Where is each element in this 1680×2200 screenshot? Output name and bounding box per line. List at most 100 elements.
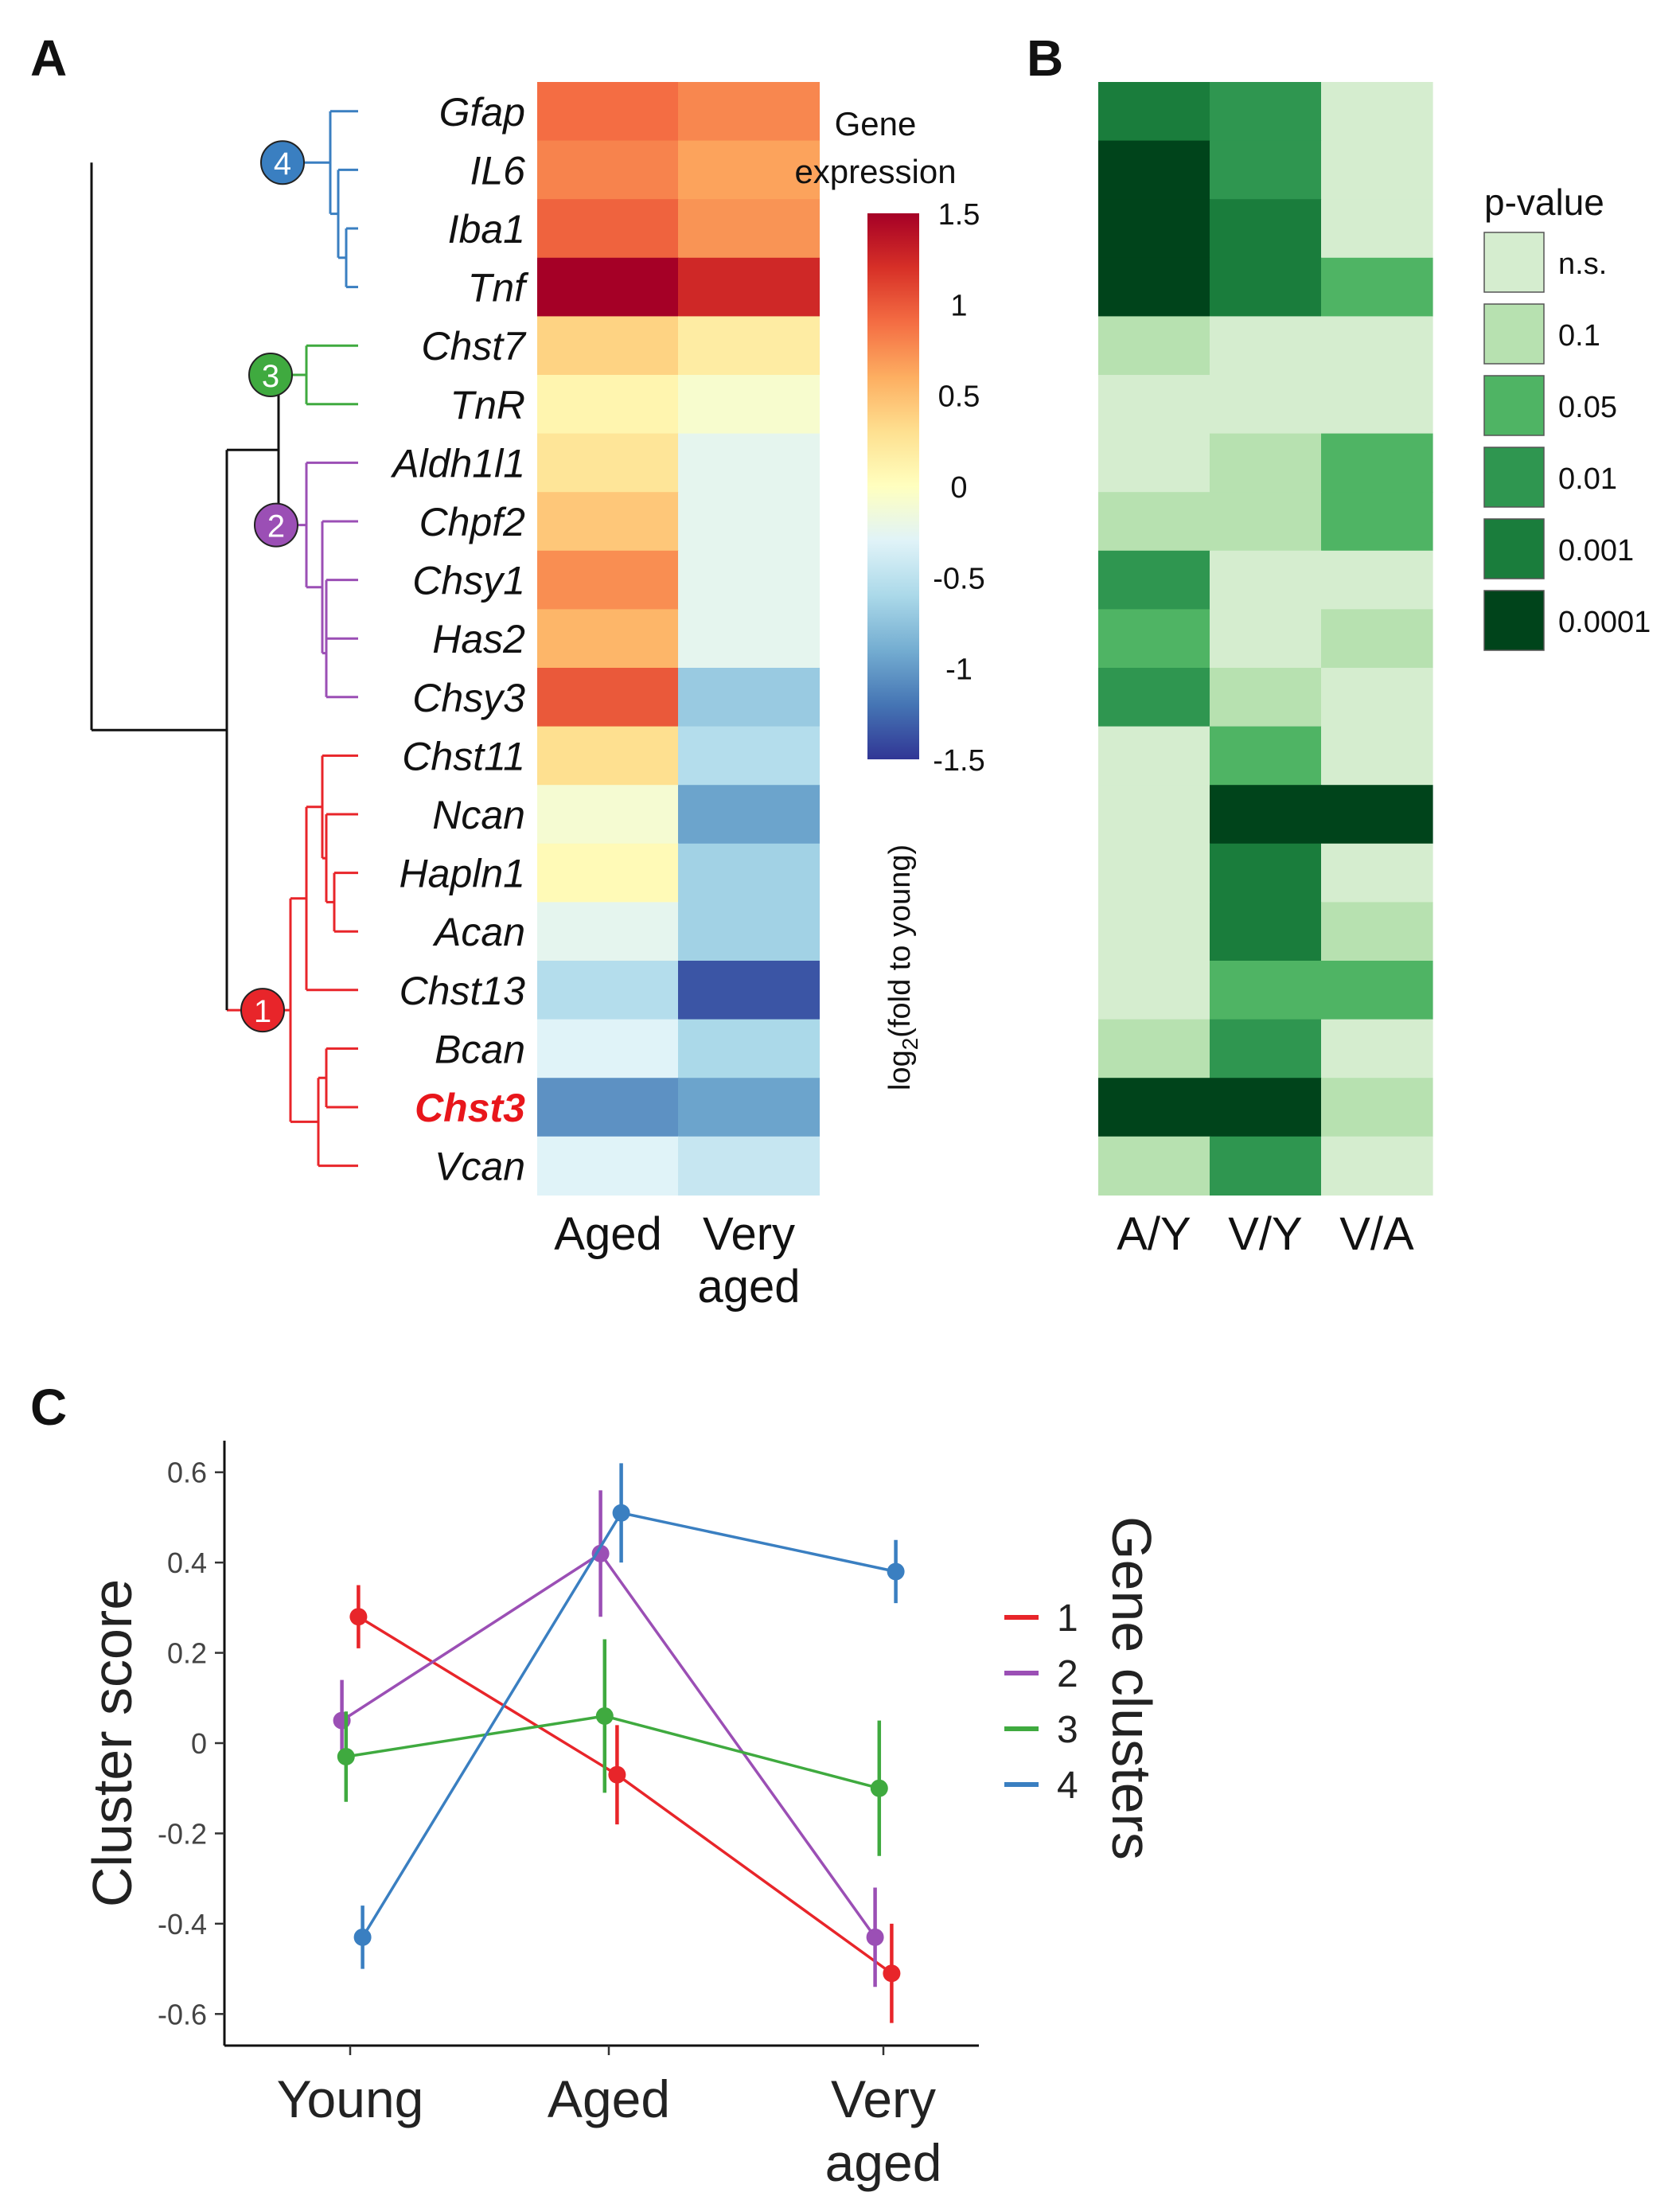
pvalue-legend-swatch — [1483, 518, 1545, 579]
expression-column-label: aged — [697, 1261, 800, 1313]
pvalue-legend-swatch — [1483, 303, 1545, 365]
legend-label: 1 — [1057, 1597, 1078, 1640]
expression-cell — [678, 433, 820, 493]
pvalue-cell — [1098, 1019, 1210, 1079]
pvalue-cell — [1210, 902, 1322, 962]
pvalue-cell — [1210, 316, 1322, 376]
expression-cell — [537, 550, 679, 610]
expression-cell — [537, 433, 679, 493]
pvalue-cell — [1210, 668, 1322, 727]
y-tick-label: 0.2 — [167, 1637, 207, 1670]
legend-label: 2 — [1057, 1653, 1078, 1695]
data-point — [608, 1765, 626, 1784]
expression-cell — [678, 785, 820, 845]
colorbar-title: expression — [794, 153, 956, 190]
panel-label-c: C — [30, 1379, 67, 1436]
data-point — [353, 1928, 372, 1946]
pvalue-cell — [1321, 1019, 1433, 1079]
y-tick-label: 0 — [191, 1727, 207, 1760]
y-tick-label: 0.4 — [167, 1547, 207, 1579]
colorbar-tick-label: 1.5 — [938, 198, 980, 232]
pvalue-cell — [1210, 843, 1322, 903]
gene-label: Has2 — [432, 617, 525, 661]
data-point — [337, 1748, 355, 1766]
expression-cell — [537, 785, 679, 845]
data-point — [595, 1707, 614, 1725]
expression-cell — [537, 668, 679, 727]
gene-label: Chsy3 — [412, 676, 525, 720]
pvalue-cell — [1098, 1078, 1210, 1137]
expression-cell — [678, 1019, 820, 1079]
colorbar-tick-label: -1.5 — [933, 744, 984, 778]
data-point — [887, 1562, 905, 1581]
pvalue-cell — [1098, 199, 1210, 259]
pvalue-legend-label: 0.01 — [1558, 462, 1617, 496]
pvalue-cell — [1210, 550, 1322, 610]
pvalue-cell — [1321, 140, 1433, 200]
expression-cell — [678, 726, 820, 786]
pvalue-cell — [1098, 316, 1210, 376]
gene-label: Acan — [432, 910, 525, 954]
expression-cell — [537, 257, 679, 317]
colorbar — [867, 213, 919, 759]
cluster-badge-label: 3 — [262, 359, 279, 394]
colorbar-axis-label-rest: (fold to young) — [883, 845, 917, 1038]
expression-cell — [678, 82, 820, 142]
colorbar-axis-label-sub: 2 — [898, 1038, 922, 1051]
pvalue-cell — [1321, 82, 1433, 142]
expression-column-label: Very — [703, 1208, 795, 1260]
pvalue-cell — [1098, 1136, 1210, 1196]
pvalue-heatmap-panel: A/Y V/Y V/A p-value n.s. 0.1 0.05 0.01 0.001 0.00… — [1098, 82, 1651, 1260]
expression-cell — [537, 140, 679, 200]
pvalue-cell — [1321, 609, 1433, 669]
pvalue-legend-swatch — [1483, 375, 1545, 436]
pvalue-cell — [1321, 843, 1433, 903]
expression-cell — [537, 1136, 679, 1196]
pvalue-column-label: V/Y — [1228, 1208, 1303, 1260]
expression-cell — [678, 668, 820, 727]
x-tick-label: Aged — [548, 2069, 670, 2128]
pvalue-legend-swatch — [1483, 590, 1545, 651]
pvalue-cell — [1210, 433, 1322, 493]
gene-label: IL6 — [470, 148, 525, 193]
gene-label: Aldh1l1 — [390, 441, 525, 486]
pvalue-legend-label: 0.1 — [1558, 319, 1600, 353]
y-axis-title: Cluster score — [81, 1579, 143, 1907]
expression-cell — [678, 316, 820, 376]
expression-cell — [537, 843, 679, 903]
data-point — [870, 1779, 888, 1797]
pvalue-cell — [1321, 1078, 1433, 1137]
pvalue-cell — [1098, 257, 1210, 317]
panel-label-b: B — [1027, 29, 1063, 87]
pvalue-cell — [1210, 82, 1322, 142]
pvalue-legend-title: p-value — [1484, 181, 1604, 223]
x-tick-label: Young — [277, 2069, 424, 2128]
colorbar-tick-label: 0.5 — [938, 380, 980, 414]
legend-title: Gene clusters — [1101, 1516, 1163, 1860]
pvalue-cell — [1098, 550, 1210, 610]
pvalue-cell — [1210, 1078, 1322, 1137]
pvalue-cell — [1321, 726, 1433, 786]
cluster-badge — [248, 353, 293, 397]
data-point — [591, 1544, 610, 1562]
expression-cell — [678, 902, 820, 962]
expression-cell — [678, 550, 820, 610]
expression-cell — [537, 199, 679, 259]
expression-cell — [678, 609, 820, 669]
pvalue-cell — [1098, 82, 1210, 142]
pvalue-cell — [1210, 1019, 1322, 1079]
series-line-4 — [361, 1511, 896, 1938]
colorbar-tick-label: -1 — [945, 653, 973, 687]
gene-label: Gfap — [439, 90, 525, 135]
pvalue-cell — [1098, 433, 1210, 493]
gene-label: Vcan — [435, 1145, 525, 1189]
gene-label: Chsy1 — [412, 559, 525, 603]
gene-label: Hapln1 — [400, 852, 525, 896]
pvalue-cell — [1321, 433, 1433, 493]
expression-cell — [537, 726, 679, 786]
pvalue-cell — [1210, 726, 1322, 786]
pvalue-legend-label: 0.05 — [1558, 391, 1617, 424]
pvalue-cell — [1321, 375, 1433, 435]
pvalue-cell — [1321, 785, 1433, 845]
